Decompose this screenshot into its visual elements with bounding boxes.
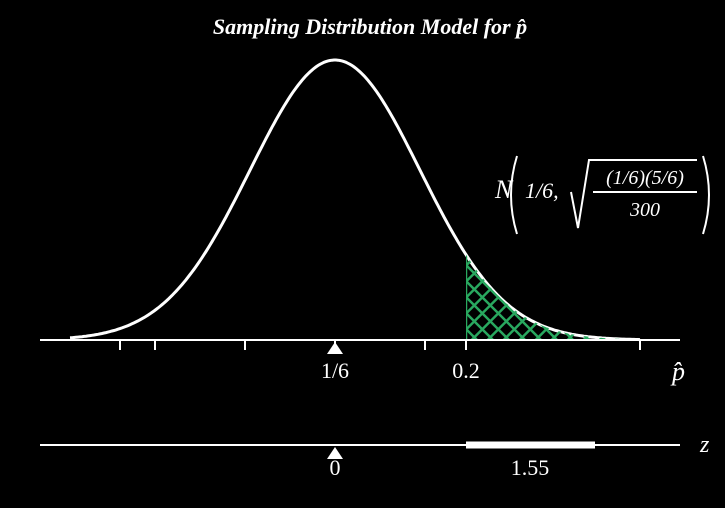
p-hat-axis: 1/6 0.2 p̂	[40, 340, 685, 386]
formula-numerator: (1/6)(5/6)	[606, 167, 684, 189]
sampling-distribution-figure: Sampling Distribution Model for p̂ 1/6 0.…	[0, 0, 725, 508]
chart-title: Sampling Distribution Model for p̂	[213, 14, 527, 39]
formula-paren-right	[703, 156, 709, 234]
z-axis-label: z	[699, 432, 710, 458]
formula-denominator: 300	[629, 199, 660, 221]
z-tick-label: 1.55	[511, 455, 550, 480]
p-hat-axis-label: p̂	[670, 357, 685, 386]
formula-N: N	[494, 175, 514, 204]
title-symbol: p̂	[514, 14, 527, 39]
p-hat-axis-ticks	[120, 340, 640, 350]
shaded-tail-region	[371, 250, 725, 345]
z-tick-label: 0	[330, 455, 341, 480]
formula-mean: 1/6,	[525, 178, 559, 203]
z-axis: 01.55 z	[40, 432, 710, 480]
distribution-formula: N 1/6, (1/6)(5/6) 300	[494, 156, 709, 234]
p-hat-axis-mean-marker	[327, 342, 343, 354]
p-hat-axis-labels: 1/6 0.2	[321, 358, 480, 383]
title-prefix: Sampling Distribution Model for	[213, 14, 516, 39]
p-hat-tick-label: 1/6	[321, 358, 349, 383]
p-hat-tick-label: 0.2	[452, 358, 480, 383]
z-axis-labels: 01.55	[330, 455, 550, 480]
